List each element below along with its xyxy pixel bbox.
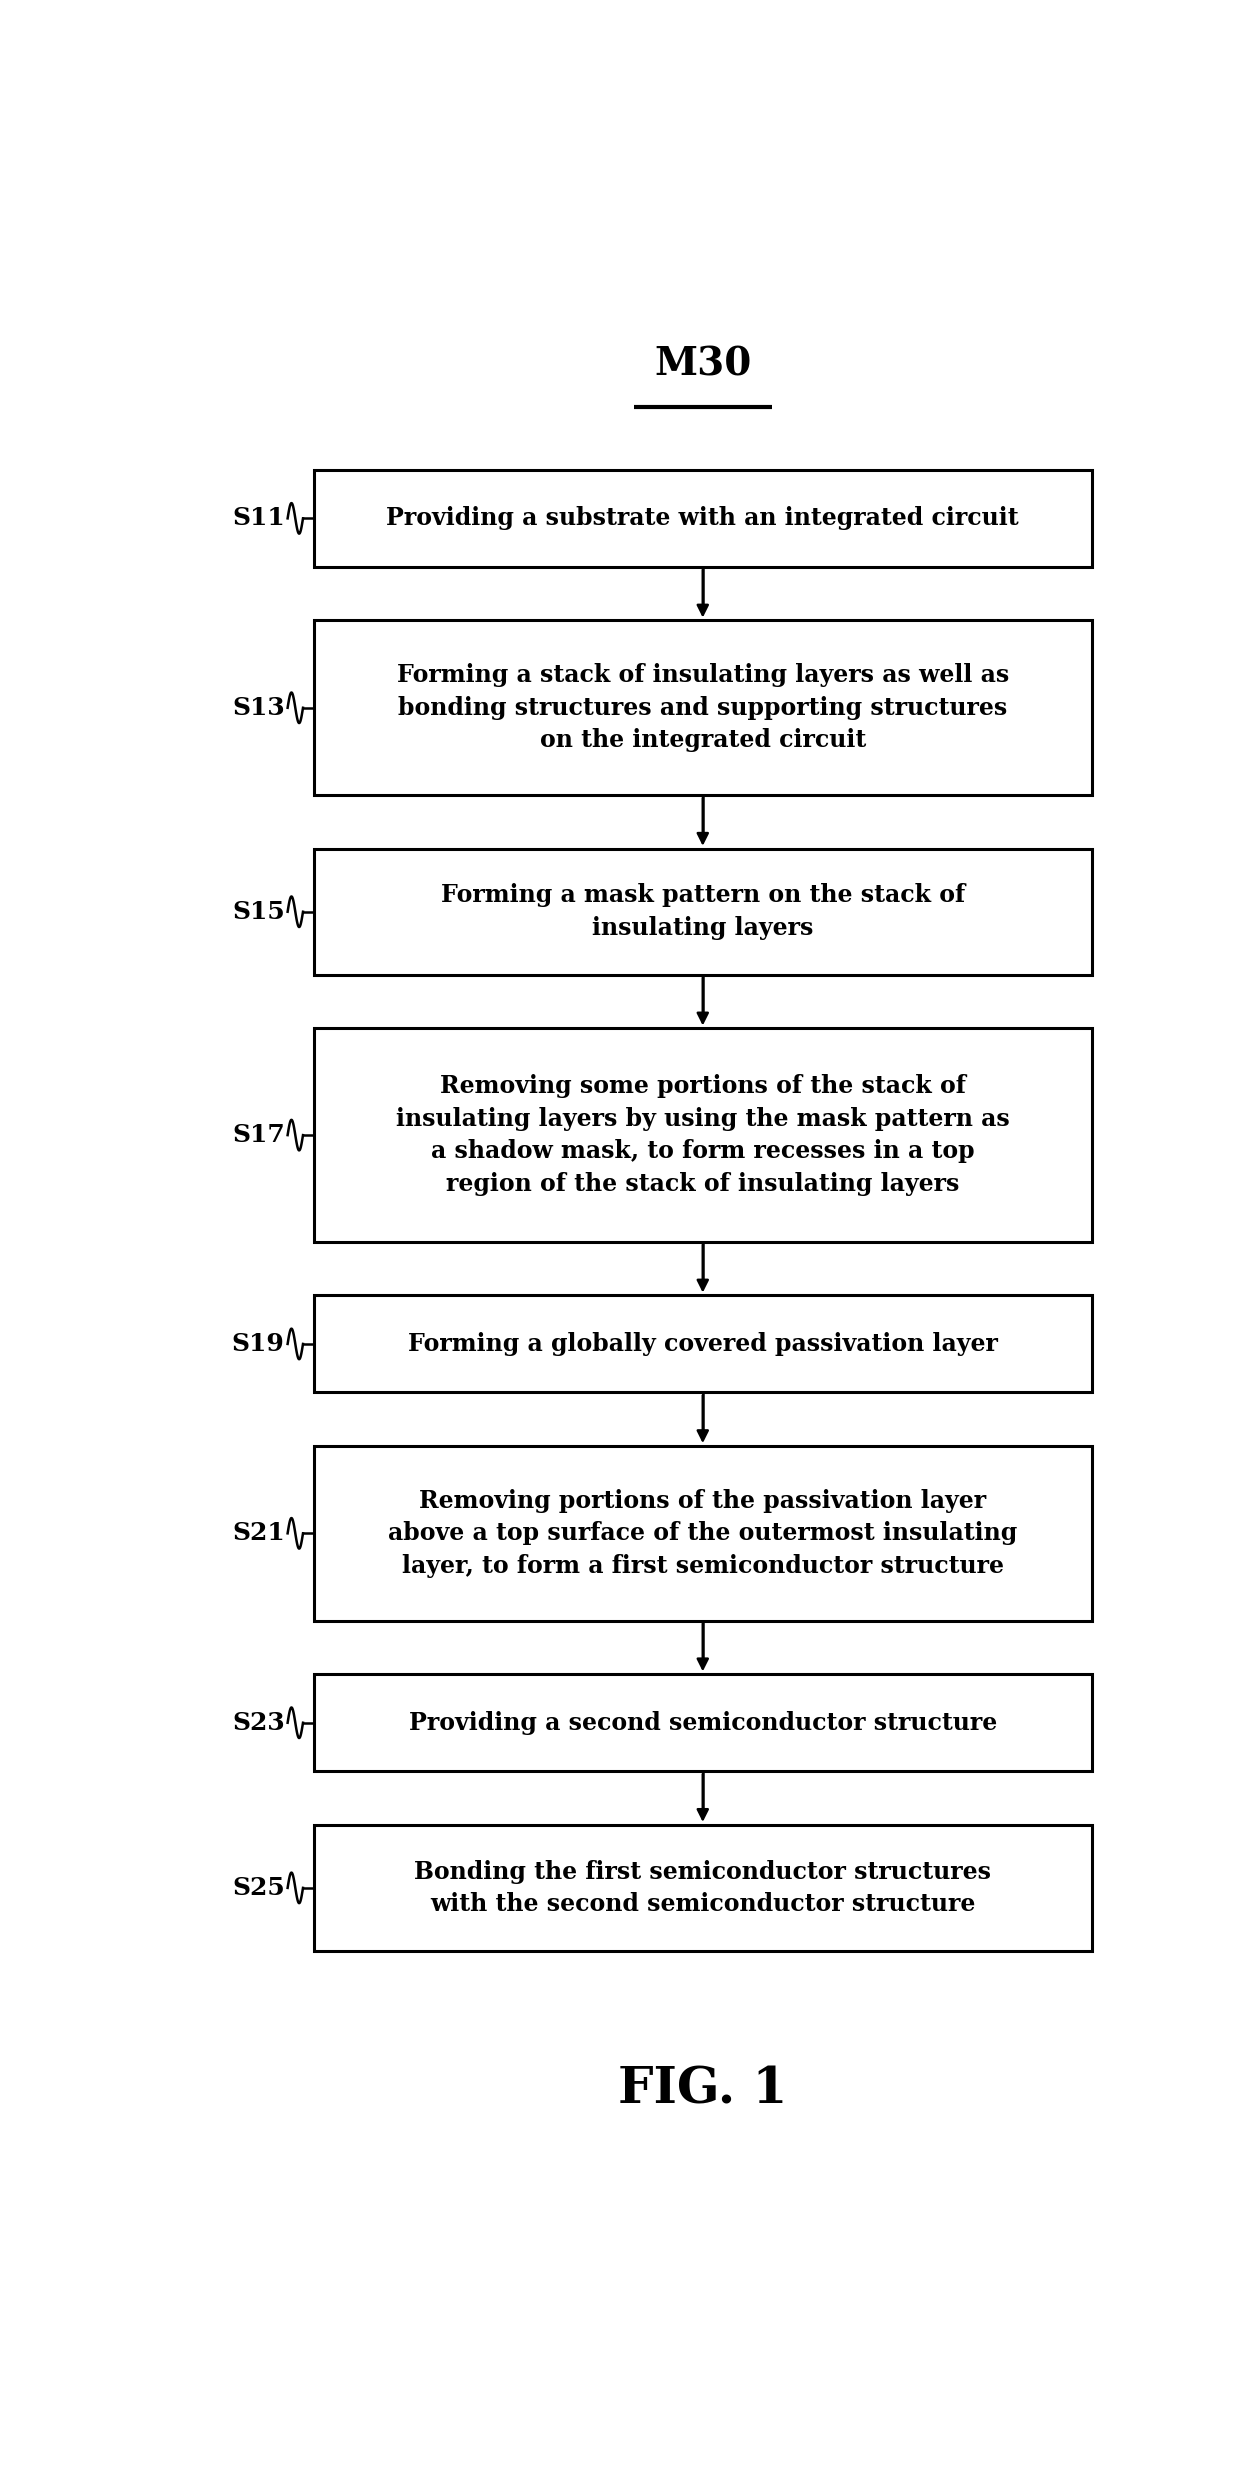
Bar bbox=[314, 1675, 1092, 1772]
Text: Removing portions of the passivation layer
above a top surface of the outermost : Removing portions of the passivation lay… bbox=[388, 1489, 1017, 1579]
Bar bbox=[314, 849, 1092, 975]
Bar bbox=[314, 620, 1092, 794]
Text: Removing some portions of the stack of
insulating layers by using the mask patte: Removing some portions of the stack of i… bbox=[396, 1075, 1009, 1196]
Bar bbox=[314, 1296, 1092, 1392]
Text: S25: S25 bbox=[232, 1876, 285, 1899]
Text: M30: M30 bbox=[653, 345, 751, 385]
Bar bbox=[314, 1824, 1092, 1951]
Text: S23: S23 bbox=[232, 1710, 285, 1735]
Text: Forming a stack of insulating layers as well as
bonding structures and supportin: Forming a stack of insulating layers as … bbox=[397, 663, 1009, 752]
Text: Forming a globally covered passivation layer: Forming a globally covered passivation l… bbox=[408, 1333, 998, 1355]
Text: S13: S13 bbox=[232, 695, 285, 720]
Text: S15: S15 bbox=[232, 901, 285, 923]
Text: S11: S11 bbox=[232, 506, 285, 531]
Text: Providing a second semiconductor structure: Providing a second semiconductor structu… bbox=[409, 1710, 997, 1735]
Text: Bonding the first semiconductor structures
with the second semiconductor structu: Bonding the first semiconductor structur… bbox=[414, 1859, 991, 1916]
Text: S17: S17 bbox=[232, 1124, 285, 1147]
Bar bbox=[314, 469, 1092, 566]
Text: S21: S21 bbox=[232, 1521, 285, 1546]
Bar bbox=[314, 1447, 1092, 1621]
Text: Forming a mask pattern on the stack of
insulating layers: Forming a mask pattern on the stack of i… bbox=[440, 884, 965, 941]
Bar bbox=[314, 1028, 1092, 1241]
Text: FIG. 1: FIG. 1 bbox=[618, 2065, 787, 2115]
Text: Providing a substrate with an integrated circuit: Providing a substrate with an integrated… bbox=[387, 506, 1019, 531]
Text: S19: S19 bbox=[232, 1333, 285, 1355]
